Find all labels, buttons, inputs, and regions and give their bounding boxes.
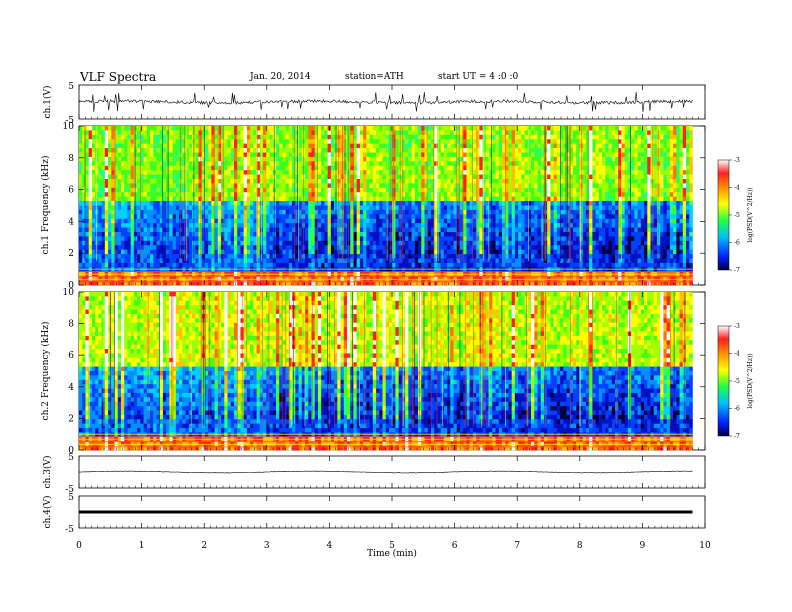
x-tick-label: 10 [699,541,711,551]
y-tick-label: 5 [68,493,74,503]
y-tick-label: 0 [68,281,74,291]
ch2-colorbar-label: log(PSD(V^2/Hz)) [747,353,754,408]
y-tick-label: 5 [68,453,74,463]
y-tick-label: 0 [68,446,74,456]
y-tick-label: 4 [68,217,74,227]
colorbar-tick-label: -5 [734,212,740,219]
y-tick-label: -5 [65,116,74,126]
colorbar-tick-label: -4 [734,351,740,358]
ch1-spectrogram [79,126,693,286]
x-tick-label: 4 [327,541,333,551]
ch1-spectrogram-ylabel: ch.1 Frequency (kHz) [40,156,51,255]
ch4-waveform [79,510,693,514]
ch3-waveform [78,470,693,474]
colorbar-tick-label: -3 [734,323,740,330]
ch1-colorbar-label: log(PSD(V^2/Hz)) [747,187,754,242]
x-tick-label: 2 [201,541,207,551]
x-tick-label: 5 [389,541,395,551]
chart-title: VLF Spectra [80,70,157,84]
y-tick-label: 5 [68,82,74,92]
y-tick-label: 8 [68,320,74,330]
ch3-waveform-ylabel: ch.3(V) [42,456,53,489]
colorbar-tick-label: -7 [734,433,740,440]
colorbar-tick-label: -6 [734,406,740,413]
start-time-label: start UT = 4 :0 :0 [438,72,519,82]
x-tick-label: 7 [514,541,520,551]
ch2-spectrogram [79,292,693,451]
ch2-spectrogram-ylabel: ch.2 Frequency (kHz) [40,322,51,421]
x-tick-label: 8 [577,541,583,551]
x-tick-label: 0 [76,541,82,551]
colorbar-tick-label: -6 [734,240,740,247]
ch1-waveform [78,91,693,113]
ch4-waveform-ylabel: ch.4(V) [42,496,53,529]
date-label: Jan. 20, 2014 [250,72,311,82]
colorbar-ticks: -3 -4 -5 -6 -7 -3 -4 -5 -6 -7 [729,157,740,440]
colorbar-tick-label: -5 [734,378,740,385]
ch1-waveform-ylabel: ch.1(V) [42,86,53,119]
y-tick-label: 2 [68,249,74,259]
y-tick-label: 4 [68,383,74,393]
y-tick-label: -5 [65,485,74,495]
y-tick-label: 6 [68,351,74,361]
y-tick-label: 6 [68,186,74,196]
y-tick-label: 2 [68,414,74,424]
colorbar-tick-label: -7 [734,267,740,274]
x-tick-label: 9 [640,541,646,551]
x-tick-label: 3 [264,541,270,551]
station-label: station=ATH [345,72,404,82]
y-tick-label: 10 [63,288,75,298]
y-tick-label: 8 [68,154,74,164]
x-axis-label: Time (min) [367,548,417,559]
y-tick-label: -5 [65,525,74,535]
x-tick-label: 6 [452,541,458,551]
colorbar-tick-label: -3 [734,157,740,164]
colorbar-tick-label: -4 [734,185,740,192]
y-tick-label: 10 [63,122,75,132]
x-tick-label: 1 [139,541,145,551]
